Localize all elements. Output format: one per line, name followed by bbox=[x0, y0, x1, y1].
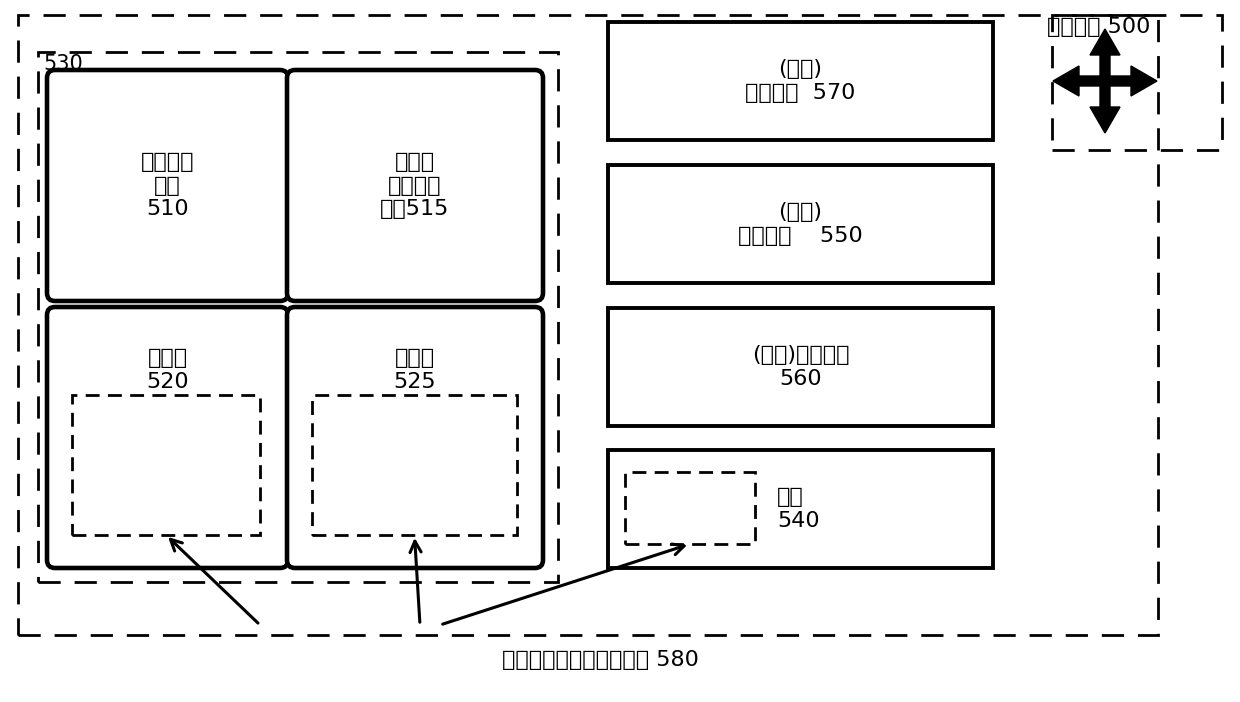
Text: 实现所描述的技术的软件 580: 实现所描述的技术的软件 580 bbox=[501, 650, 698, 670]
FancyBboxPatch shape bbox=[608, 308, 993, 426]
Polygon shape bbox=[1090, 29, 1120, 81]
Polygon shape bbox=[1105, 66, 1157, 96]
FancyBboxPatch shape bbox=[38, 52, 558, 582]
Text: (多个)
输入设备    550: (多个) 输入设备 550 bbox=[738, 202, 863, 246]
Polygon shape bbox=[1090, 81, 1120, 133]
Text: 存储器
525: 存储器 525 bbox=[393, 348, 436, 392]
FancyBboxPatch shape bbox=[608, 450, 993, 568]
FancyBboxPatch shape bbox=[72, 395, 260, 535]
Text: 计算环境 500: 计算环境 500 bbox=[1047, 17, 1149, 37]
Text: 中央处理
单元
510: 中央处理 单元 510 bbox=[141, 152, 195, 219]
FancyBboxPatch shape bbox=[286, 307, 543, 568]
FancyBboxPatch shape bbox=[19, 15, 1158, 635]
FancyBboxPatch shape bbox=[625, 472, 755, 544]
Text: (多个)输出设备
560: (多个)输出设备 560 bbox=[751, 345, 849, 389]
FancyBboxPatch shape bbox=[286, 70, 543, 301]
FancyBboxPatch shape bbox=[608, 165, 993, 283]
Text: 存储器
520: 存储器 520 bbox=[146, 348, 188, 392]
FancyBboxPatch shape bbox=[312, 395, 517, 535]
Text: 图形或
协同处理
单元515: 图形或 协同处理 单元515 bbox=[381, 152, 450, 219]
Text: (多个)
通信连接  570: (多个) 通信连接 570 bbox=[745, 60, 856, 102]
FancyBboxPatch shape bbox=[608, 22, 993, 140]
Text: 存储
540: 存储 540 bbox=[777, 487, 820, 531]
FancyBboxPatch shape bbox=[47, 307, 288, 568]
FancyBboxPatch shape bbox=[47, 70, 288, 301]
Text: 530: 530 bbox=[43, 54, 83, 74]
Polygon shape bbox=[1053, 66, 1105, 96]
